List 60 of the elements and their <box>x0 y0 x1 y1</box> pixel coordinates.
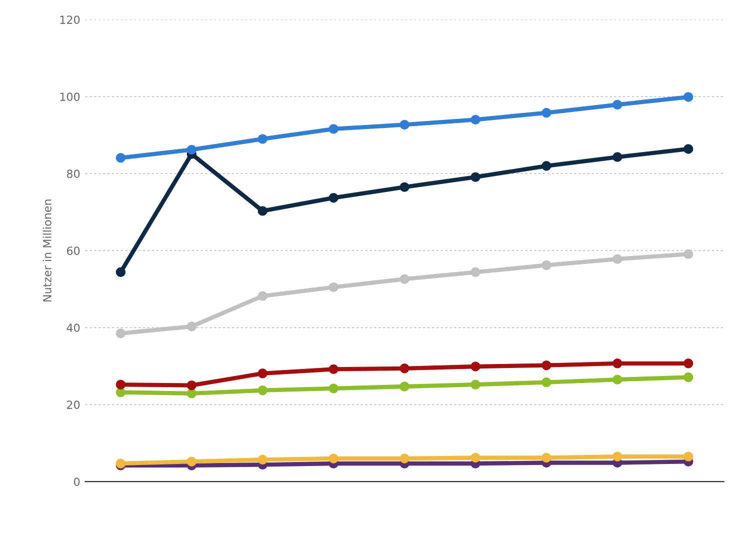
point <box>258 385 268 396</box>
point <box>328 282 338 292</box>
point <box>542 108 552 118</box>
point <box>186 456 197 466</box>
point <box>684 249 694 259</box>
point <box>470 452 480 463</box>
point <box>612 358 622 368</box>
point <box>470 380 480 390</box>
point <box>470 362 480 372</box>
point <box>328 124 338 134</box>
point <box>542 377 552 388</box>
point <box>186 388 197 398</box>
point <box>328 364 338 374</box>
point <box>328 192 338 203</box>
point <box>684 358 694 368</box>
point <box>116 267 126 278</box>
point <box>258 206 268 216</box>
point <box>612 374 622 384</box>
point <box>684 452 694 462</box>
point <box>258 291 268 301</box>
y-tick-label: 60 <box>66 246 80 255</box>
point <box>400 382 410 392</box>
point <box>258 368 268 378</box>
point <box>116 328 126 338</box>
y-tick-label: 20 <box>67 400 80 409</box>
point <box>400 182 410 192</box>
point <box>328 384 338 394</box>
point <box>470 114 480 125</box>
point <box>186 322 197 332</box>
point <box>612 100 622 110</box>
point <box>470 172 480 182</box>
point <box>116 380 126 390</box>
point <box>542 161 552 171</box>
point <box>400 274 410 284</box>
y-tick-label: 80 <box>66 170 80 178</box>
point <box>542 360 552 370</box>
y-tick-label: 40 <box>66 324 80 332</box>
point <box>116 387 126 398</box>
point <box>684 144 694 154</box>
point <box>400 364 410 374</box>
point <box>258 454 268 465</box>
point <box>684 372 694 382</box>
point <box>612 152 622 162</box>
y-axis-title: Nutzer in Millionen <box>42 200 52 302</box>
point <box>186 380 197 390</box>
point <box>186 144 197 155</box>
y-tick-label: 0 <box>74 478 80 486</box>
point <box>400 120 410 130</box>
point <box>542 452 552 463</box>
point <box>400 454 410 464</box>
point <box>116 152 126 163</box>
point <box>612 254 622 264</box>
point <box>542 260 552 270</box>
point <box>612 452 622 462</box>
point <box>684 92 694 102</box>
point <box>258 134 268 144</box>
point <box>328 454 338 464</box>
y-tick-label: 120 <box>60 16 80 24</box>
point <box>470 267 480 278</box>
y-tick-label: 100 <box>60 92 80 101</box>
